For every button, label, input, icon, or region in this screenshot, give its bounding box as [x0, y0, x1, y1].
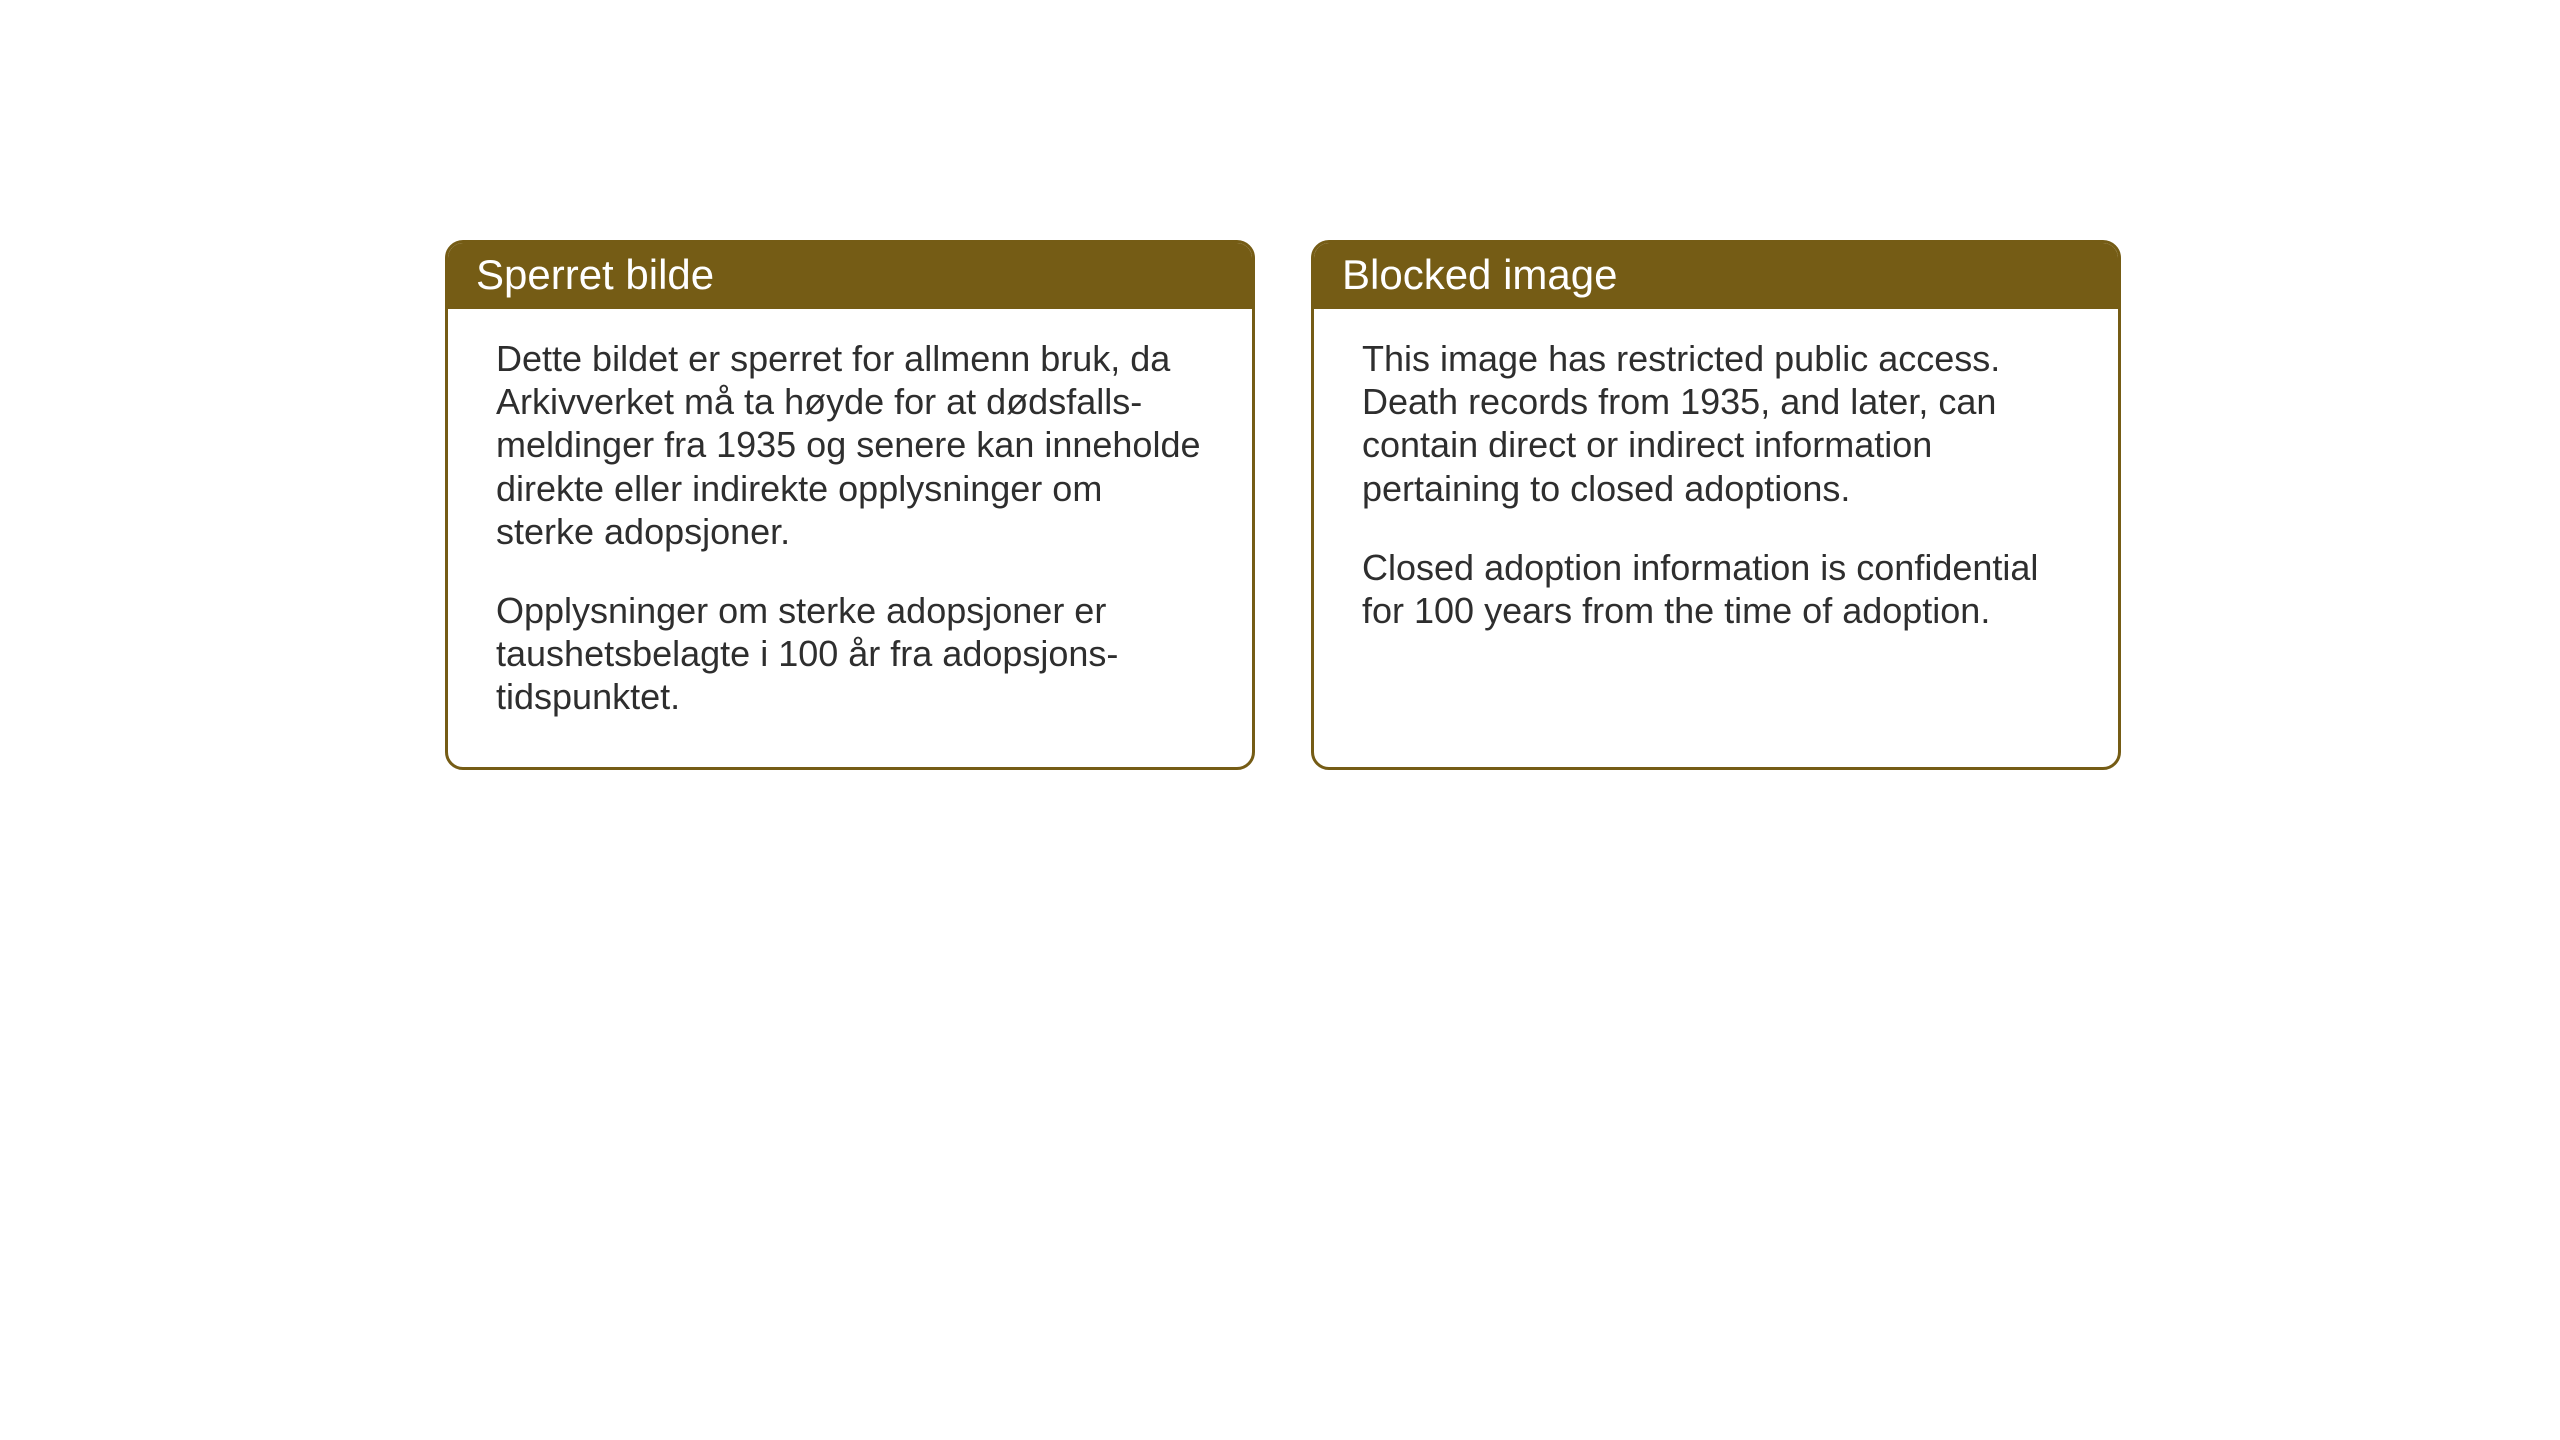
- notice-title-english: Blocked image: [1342, 251, 1617, 298]
- notice-text-norwegian-p1: Dette bildet er sperret for allmenn bruk…: [496, 337, 1204, 553]
- notice-body-norwegian: Dette bildet er sperret for allmenn bruk…: [448, 309, 1252, 767]
- notice-body-english: This image has restricted public access.…: [1314, 309, 2118, 739]
- notice-text-english-p1: This image has restricted public access.…: [1362, 337, 2070, 510]
- notice-card-english: Blocked image This image has restricted …: [1311, 240, 2121, 770]
- notice-card-norwegian: Sperret bilde Dette bildet er sperret fo…: [445, 240, 1255, 770]
- notice-text-norwegian-p2: Opplysninger om sterke adopsjoner er tau…: [496, 589, 1204, 719]
- notice-header-english: Blocked image: [1314, 243, 2118, 309]
- notice-container: Sperret bilde Dette bildet er sperret fo…: [445, 240, 2121, 770]
- notice-title-norwegian: Sperret bilde: [476, 251, 714, 298]
- notice-text-english-p2: Closed adoption information is confident…: [1362, 546, 2070, 632]
- notice-header-norwegian: Sperret bilde: [448, 243, 1252, 309]
